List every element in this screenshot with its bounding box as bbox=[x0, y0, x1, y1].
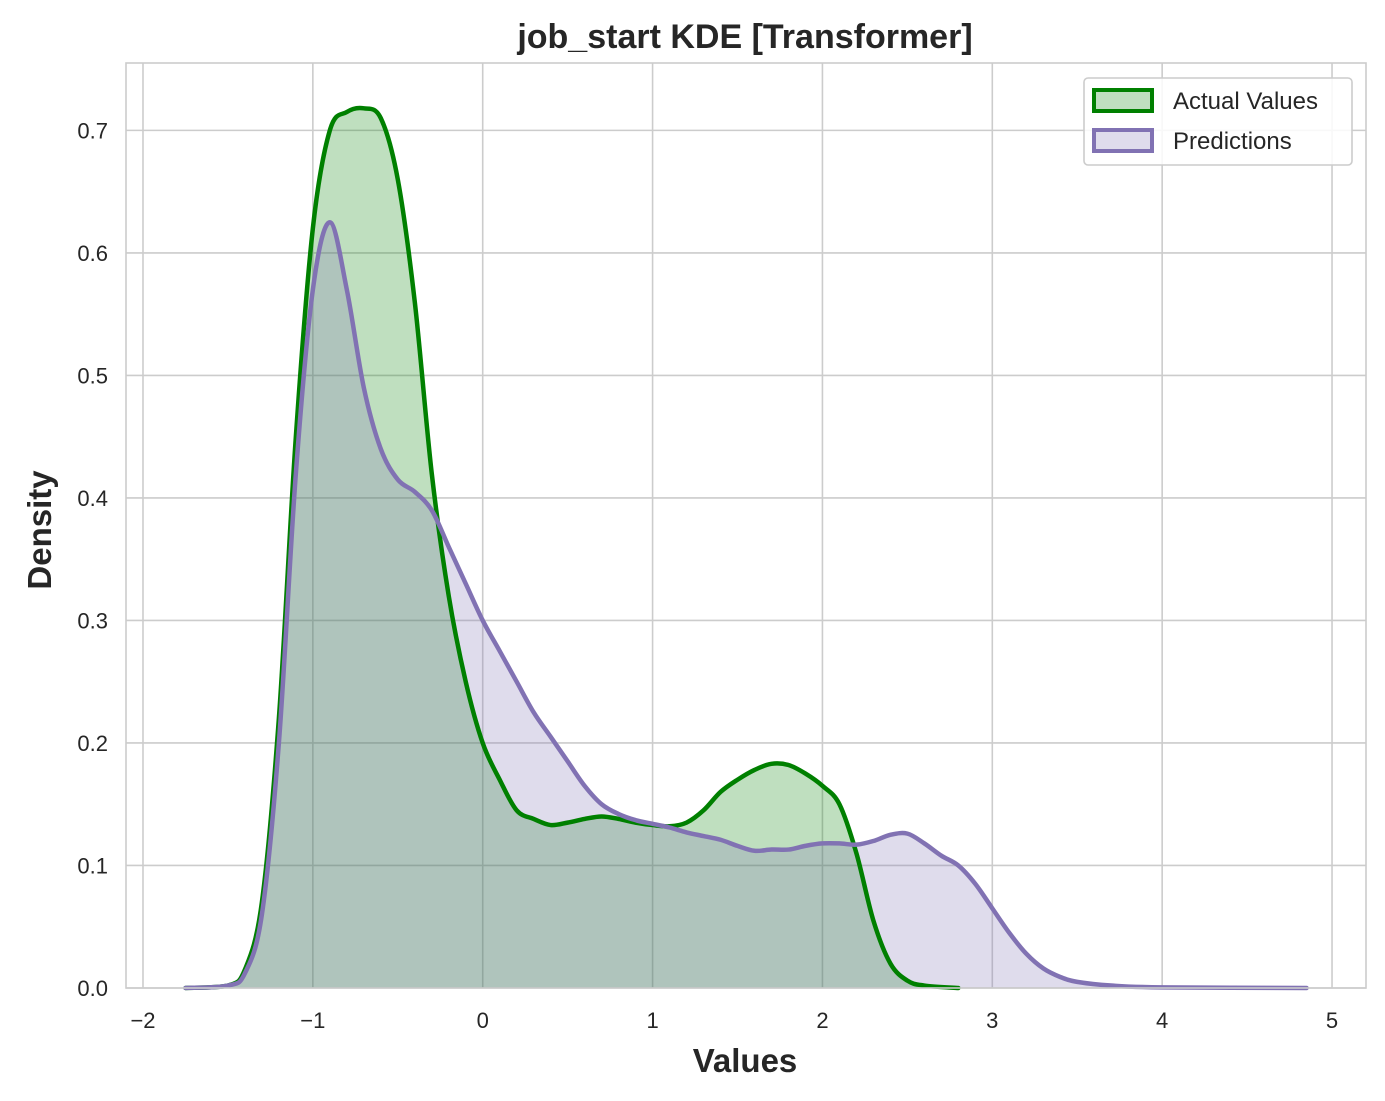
x-tick-label: 1 bbox=[646, 1008, 658, 1033]
x-tick-label: −1 bbox=[300, 1008, 325, 1033]
density-lines bbox=[183, 105, 1309, 991]
x-tick-label: −2 bbox=[130, 1008, 155, 1033]
line-predictions bbox=[183, 220, 1309, 991]
legend: Actual Values Predictions bbox=[1083, 77, 1353, 166]
x-tick-label: 3 bbox=[986, 1008, 998, 1033]
area-actual-values bbox=[185, 107, 959, 989]
y-tick-label: 0.5 bbox=[77, 363, 108, 388]
legend-swatch-actual-values bbox=[1092, 88, 1154, 113]
legend-swatch-predictions bbox=[1092, 128, 1154, 153]
area-predictions bbox=[185, 222, 1307, 988]
y-tick-label: 0.6 bbox=[77, 241, 108, 266]
y-tick-label: 0.2 bbox=[77, 731, 108, 756]
legend-label-actual-values: Actual Values bbox=[1173, 88, 1318, 115]
x-tick-label: 0 bbox=[477, 1008, 489, 1033]
x-tick-label: 5 bbox=[1326, 1008, 1338, 1033]
x-axis-ticks: −2 −1 0 1 2 3 4 5 bbox=[130, 1008, 1338, 1033]
y-tick-label: 0.7 bbox=[77, 118, 108, 143]
x-tick-label: 2 bbox=[816, 1008, 828, 1033]
legend-label-predictions: Predictions bbox=[1173, 128, 1292, 155]
y-axis-ticks: 0.0 0.1 0.2 0.3 0.4 0.5 0.6 0.7 bbox=[77, 118, 108, 1001]
y-tick-label: 0.3 bbox=[77, 608, 108, 633]
grid bbox=[126, 63, 1366, 989]
y-tick-label: 0.4 bbox=[77, 486, 108, 511]
plot-frame bbox=[125, 62, 1367, 989]
y-tick-label: 0.1 bbox=[77, 853, 108, 878]
chart-title: job_start KDE [Transformer] bbox=[516, 18, 972, 56]
density-areas bbox=[185, 107, 1307, 989]
y-axis-label: Density bbox=[21, 470, 58, 590]
x-tick-label: 4 bbox=[1156, 1008, 1168, 1033]
y-tick-label: 0.0 bbox=[77, 976, 108, 1001]
line-actual-values bbox=[183, 105, 961, 991]
x-axis-label: Values bbox=[693, 1042, 798, 1079]
